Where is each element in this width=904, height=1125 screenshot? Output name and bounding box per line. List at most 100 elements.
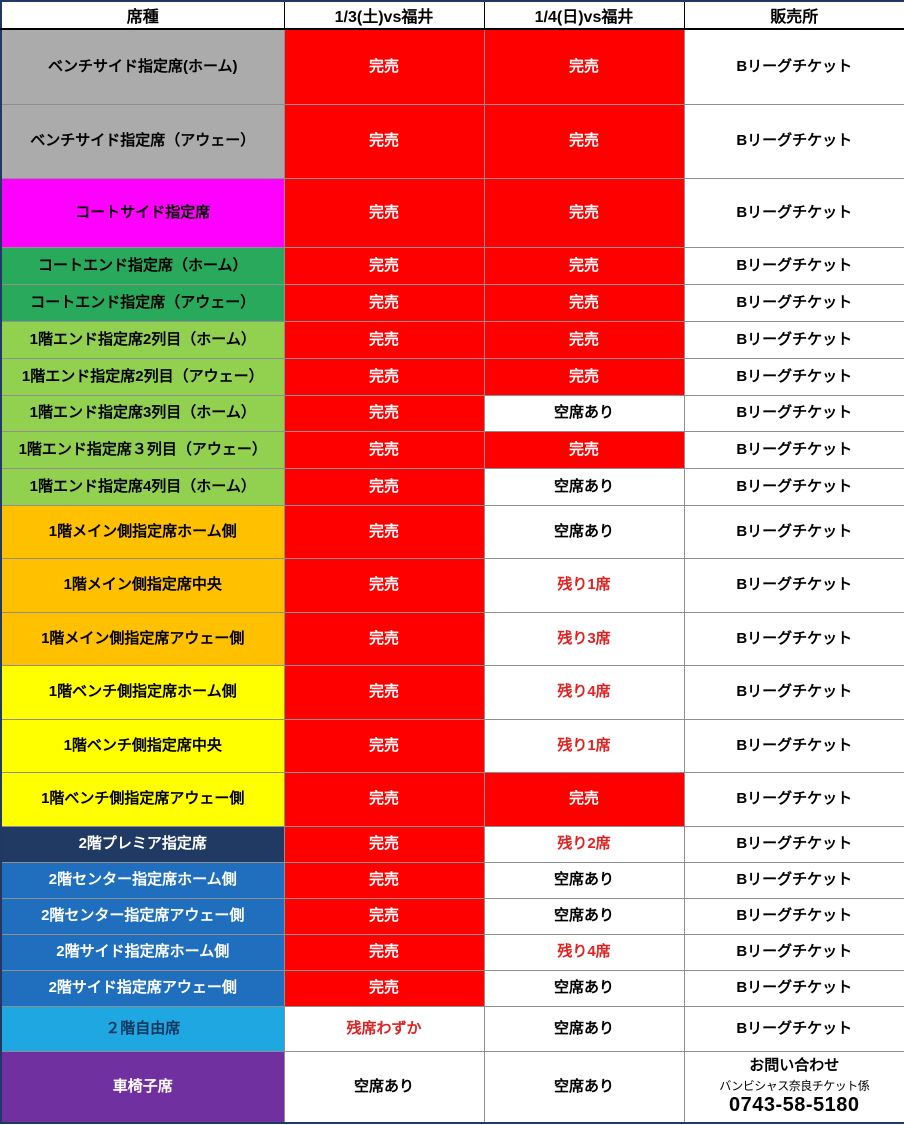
status-cell-day2: 空席あり (483, 504, 685, 559)
vendor-cell: Bリーグチケット (683, 969, 904, 1007)
seat-type-cell: 1階エンド指定席2列目（アウェー） (0, 357, 285, 396)
header-seat-type: 席種 (0, 0, 285, 30)
seat-type-cell: ベンチサイド指定席（アウェー） (0, 103, 285, 179)
table-row: 1階メイン側指定席アウェー側 完売 残り3席 Bリーグチケット (0, 611, 904, 666)
seat-type-cell: ２階自由席 (0, 1005, 285, 1052)
status-cell-day2: 完売 (483, 28, 685, 105)
status-cell-day1: 完売 (283, 718, 485, 773)
header-game-jan4: 1/4(日)vs福井 (483, 0, 685, 30)
status-cell-day1: 空席あり (283, 1050, 485, 1124)
status-cell-day2: 完売 (483, 320, 685, 359)
vendor-cell: Bリーグチケット (683, 103, 904, 179)
vendor-cell: Bリーグチケット (683, 771, 904, 827)
status-cell-day1: 完売 (283, 28, 485, 105)
status-cell-day1: 完売 (283, 246, 485, 285)
status-cell-day2: 残り1席 (483, 718, 685, 773)
table-row: 1階ベンチ側指定席アウェー側 完売 完売 Bリーグチケット (0, 771, 904, 827)
status-cell-day2: 空席あり (483, 394, 685, 432)
status-cell-day1: 完売 (283, 394, 485, 432)
seat-type-cell: 1階エンド指定席4列目（ホーム） (0, 467, 285, 506)
table-row: 車椅子席 空席あり 空席あり お問い合わせ バンビシャス奈良チケット係 0743-58-5… (0, 1050, 904, 1124)
status-cell-day1: 完売 (283, 969, 485, 1007)
seat-type-cell: 1階メイン側指定席中央 (0, 557, 285, 613)
status-cell-day2: 空席あり (483, 897, 685, 935)
status-cell-day1: 残席わずか (283, 1005, 485, 1052)
status-cell-day2: 残り2席 (483, 825, 685, 863)
vendor-cell: Bリーグチケット (683, 718, 904, 773)
status-cell-day1: 完売 (283, 320, 485, 359)
table-row: 2階プレミア指定席 完売 残り2席 Bリーグチケット (0, 825, 904, 863)
table-row: コートサイド指定席 完売 完売 Bリーグチケット (0, 177, 904, 248)
vendor-cell: Bリーグチケット (683, 28, 904, 105)
status-cell-day2: 残り4席 (483, 664, 685, 720)
contact-cell: お問い合わせ バンビシャス奈良チケット係 0743-58-5180 (683, 1050, 904, 1124)
status-cell-day1: 完売 (283, 504, 485, 559)
status-cell-day2: 完売 (483, 103, 685, 179)
status-cell-day1: 完売 (283, 611, 485, 666)
table-row: 1階エンド指定席３列目（アウェー） 完売 完売 Bリーグチケット (0, 430, 904, 469)
table-row: 2階サイド指定席アウェー側 完売 空席あり Bリーグチケット (0, 969, 904, 1007)
status-cell-day1: 完売 (283, 825, 485, 863)
seat-type-cell: 1階ベンチ側指定席ホーム側 (0, 664, 285, 720)
table-row: 1階エンド指定席2列目（アウェー） 完売 完売 Bリーグチケット (0, 357, 904, 396)
header-game-jan3: 1/3(土)vs福井 (283, 0, 485, 30)
vendor-cell: Bリーグチケット (683, 933, 904, 971)
table-row: 2階センター指定席アウェー側 完売 空席あり Bリーグチケット (0, 897, 904, 935)
table-row: ベンチサイド指定席（アウェー） 完売 完売 Bリーグチケット (0, 103, 904, 179)
seat-type-cell: コートエンド指定席（ホーム） (0, 246, 285, 285)
seat-type-cell: 1階ベンチ側指定席中央 (0, 718, 285, 773)
status-cell-day2: 残り3席 (483, 611, 685, 666)
seat-type-cell: 車椅子席 (0, 1050, 285, 1124)
vendor-cell: Bリーグチケット (683, 467, 904, 506)
seat-type-cell: 2階センター指定席ホーム側 (0, 861, 285, 899)
status-cell-day1: 完売 (283, 283, 485, 322)
table-row: 1階エンド指定席3列目（ホーム） 完売 空席あり Bリーグチケット (0, 394, 904, 432)
status-cell-day2: 残り4席 (483, 933, 685, 971)
status-cell-day2: 完売 (483, 771, 685, 827)
table-row: 1階メイン側指定席中央 完売 残り1席 Bリーグチケット (0, 557, 904, 613)
vendor-cell: Bリーグチケット (683, 320, 904, 359)
vendor-cell: Bリーグチケット (683, 394, 904, 432)
vendor-cell: Bリーグチケット (683, 283, 904, 322)
seat-type-cell: 1階メイン側指定席アウェー側 (0, 611, 285, 666)
status-cell-day1: 完売 (283, 557, 485, 613)
status-cell-day2: 完売 (483, 430, 685, 469)
status-cell-day1: 完売 (283, 467, 485, 506)
status-cell-day2: 完売 (483, 246, 685, 285)
status-cell-day1: 完売 (283, 861, 485, 899)
status-cell-day1: 完売 (283, 430, 485, 469)
table-row: ベンチサイド指定席(ホーム) 完売 完売 Bリーグチケット (0, 28, 904, 105)
table-row: ２階自由席 残席わずか 空席あり Bリーグチケット (0, 1005, 904, 1052)
seat-type-cell: 1階ベンチ側指定席アウェー側 (0, 771, 285, 827)
seat-type-cell: ベンチサイド指定席(ホーム) (0, 28, 285, 105)
header-sales-outlet: 販売所 (683, 0, 904, 30)
vendor-cell: Bリーグチケット (683, 177, 904, 248)
seat-type-cell: 1階エンド指定席3列目（ホーム） (0, 394, 285, 432)
status-cell-day1: 完売 (283, 177, 485, 248)
vendor-cell: Bリーグチケット (683, 897, 904, 935)
status-cell-day2: 完売 (483, 357, 685, 396)
vendor-cell: Bリーグチケット (683, 825, 904, 863)
seat-type-cell: 1階メイン側指定席ホーム側 (0, 504, 285, 559)
status-cell-day2: 残り1席 (483, 557, 685, 613)
status-cell-day2: 空席あり (483, 1050, 685, 1124)
status-cell-day2: 完売 (483, 283, 685, 322)
status-cell-day1: 完売 (283, 103, 485, 179)
contact-department: バンビシャス奈良チケット係 (719, 1078, 870, 1093)
availability-table-body: ベンチサイド指定席(ホーム) 完売 完売 Bリーグチケット ベンチサイド指定席（アウェー… (0, 28, 904, 1124)
vendor-cell: Bリーグチケット (683, 1005, 904, 1052)
seat-type-cell: 2階センター指定席アウェー側 (0, 897, 285, 935)
vendor-cell: Bリーグチケット (683, 357, 904, 396)
table-row: 2階サイド指定席ホーム側 完売 残り4席 Bリーグチケット (0, 933, 904, 971)
status-cell-day1: 完売 (283, 771, 485, 827)
header-row: 席種 1/3(土)vs福井 1/4(日)vs福井 販売所 (0, 0, 904, 30)
status-cell-day2: 空席あり (483, 467, 685, 506)
seat-type-cell: 2階サイド指定席ホーム側 (0, 933, 285, 971)
table-row: 2階センター指定席ホーム側 完売 空席あり Bリーグチケット (0, 861, 904, 899)
status-cell-day2: 空席あり (483, 861, 685, 899)
status-cell-day1: 完売 (283, 897, 485, 935)
table-row: 1階ベンチ側指定席中央 完売 残り1席 Bリーグチケット (0, 718, 904, 773)
contact-title: お問い合わせ (749, 1056, 840, 1074)
seat-type-cell: コートサイド指定席 (0, 177, 285, 248)
